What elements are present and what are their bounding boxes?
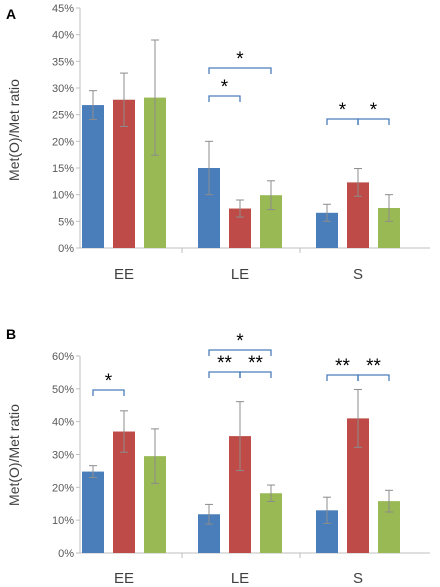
bar [378,208,400,248]
significance-label: * [236,49,244,70]
y-tick-label: 15% [52,163,74,175]
y-tick-label: 10% [52,515,74,527]
y-tick-label: 50% [52,384,74,396]
y-tick-label: 20% [52,482,74,494]
significance-label: * [105,371,113,392]
panel-a: A Met(O)/Met ratio 0% 5% 10% 15% 20% 25% 30% 35% 4… [6,3,430,283]
significance-bracket [357,374,390,381]
significance-bracket [208,67,272,74]
y-axis-title: Met(O)/Met ratio [6,79,22,181]
y-tick-label: 60% [52,351,74,363]
y-tick-label: 20% [52,136,74,148]
bar [260,493,282,553]
bar [347,182,369,248]
y-tick-label: 25% [52,110,74,122]
bar [113,431,135,553]
significance-label: ** [217,353,232,374]
bar [198,168,220,248]
bar [316,212,338,248]
bar [260,195,282,248]
significance-bracket [208,349,272,356]
y-tick-label: 0% [58,243,74,255]
y-tick-label: 30% [52,450,74,462]
significance-label: * [370,100,378,121]
bar [144,97,166,248]
bar [198,514,220,553]
x-tick-label: EE [114,266,134,283]
significance-label: * [339,100,347,121]
y-tick-label: 35% [52,56,74,68]
significance-label: * [236,331,244,352]
bar [82,105,104,248]
significance-bracket [239,371,272,378]
x-tick-label: LE [231,570,249,587]
bar [113,99,135,248]
significance-label: ** [366,356,381,377]
panel-label: A [6,6,16,22]
y-tick-label: 45% [52,3,74,15]
y-tick-label: 0% [58,548,74,560]
significance-bracket [357,118,390,125]
bar [229,436,251,553]
bar [347,418,369,553]
significance-bracket [92,389,125,396]
significance-bracket [208,95,241,102]
significance-label: ** [335,356,350,377]
x-tick-label: LE [231,266,249,283]
significance-label: * [221,77,229,98]
y-tick-label: 40% [52,30,74,42]
x-tick-label: EE [114,570,134,587]
bar [144,456,166,553]
y-tick-label: 10% [52,190,74,202]
y-axis-title: Met(O)/Met ratio [6,404,22,506]
y-tick-label: 30% [52,83,74,95]
bar [229,208,251,248]
y-tick-label: 5% [58,216,74,228]
bar [82,471,104,553]
bar [316,510,338,553]
panel-b: B Met(O)/Met ratio 0% 10% 20% 30% 40% 50% 60% EE L… [6,326,430,587]
x-tick-label: S [353,266,363,283]
bar [378,501,400,553]
significance-label: ** [248,353,263,374]
panel-label: B [6,326,16,342]
x-tick-label: S [353,570,363,587]
y-tick-label: 40% [52,417,74,429]
